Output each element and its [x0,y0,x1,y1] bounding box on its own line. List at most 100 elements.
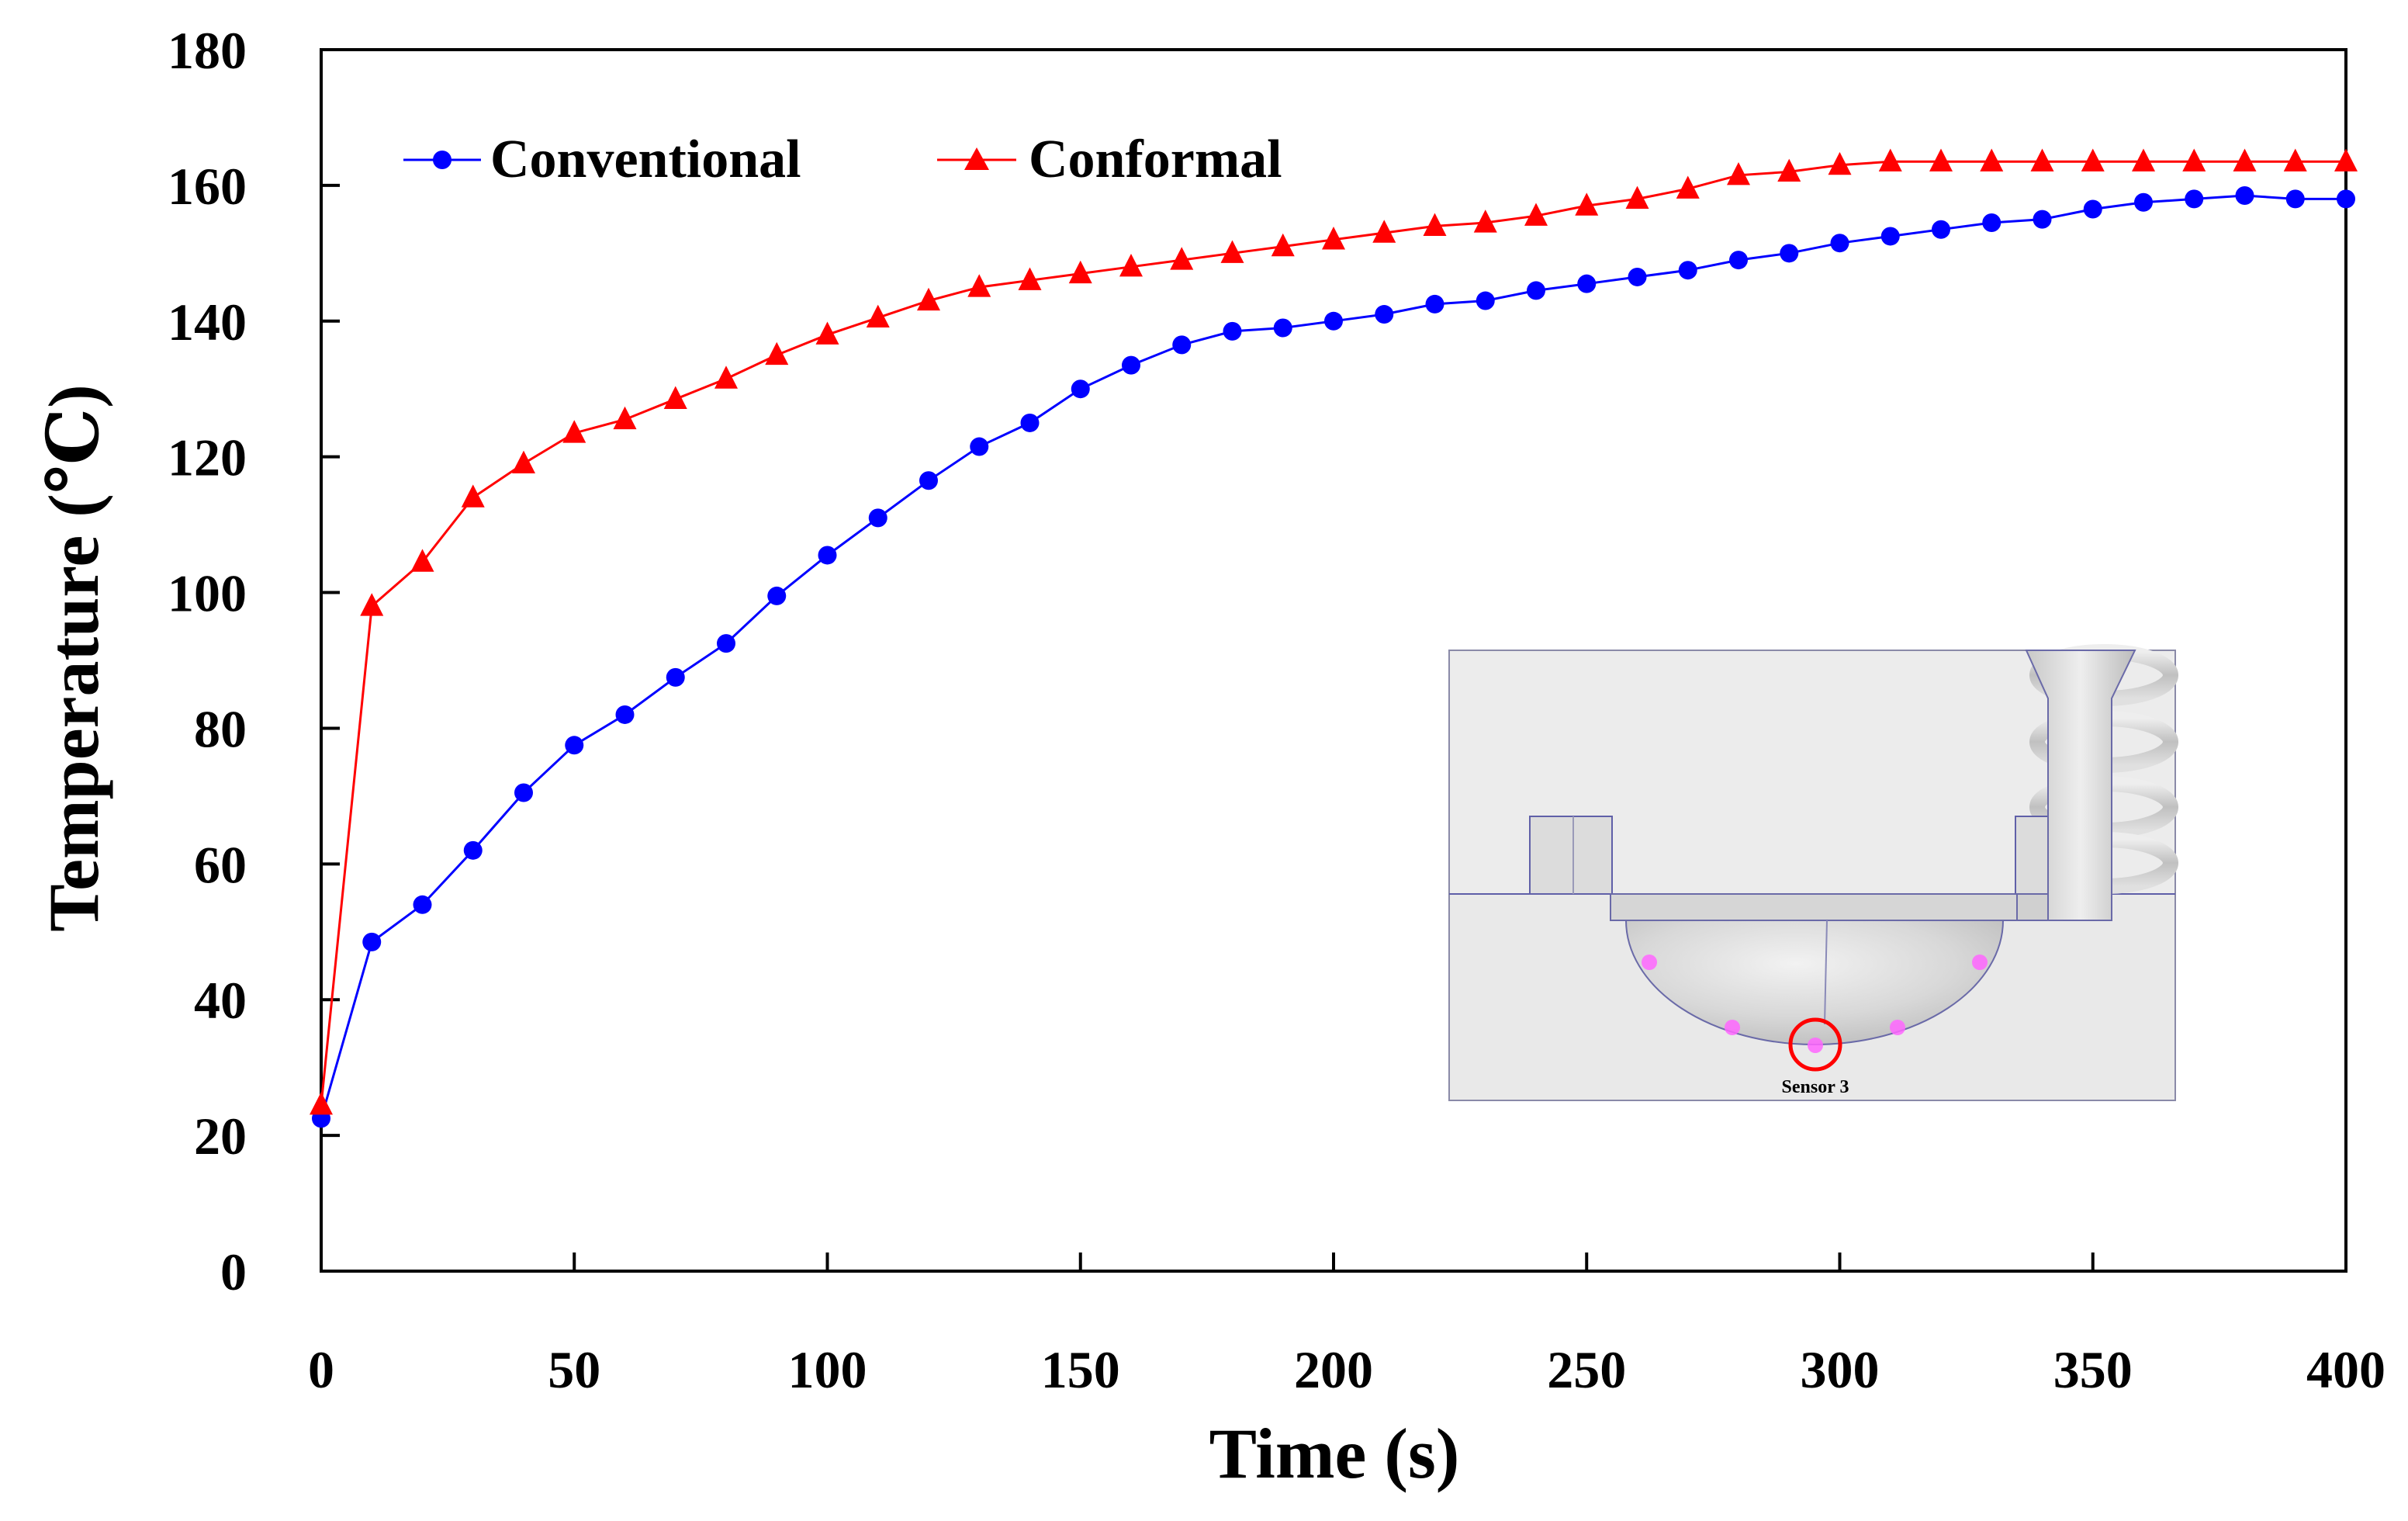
sensor-point-1 [1642,955,1657,970]
legend-marker-conventional [433,151,452,169]
data-point-conformal [562,420,586,443]
x-tick-label: 250 [1547,1340,1626,1399]
y-tick-label: 180 [168,21,247,80]
data-point-conventional [1071,379,1090,399]
x-tick-label: 400 [2306,1340,2386,1399]
sensor-point-2 [1725,1020,1740,1035]
x-tick-label: 300 [1801,1340,1880,1399]
data-point-conformal [1423,213,1447,236]
data-point-conformal [815,321,839,345]
data-point-conventional [2235,186,2254,206]
data-point-conventional [767,586,787,605]
data-point-conventional [1122,355,1140,375]
data-point-conformal [310,1091,333,1115]
data-point-conventional [1982,213,2001,232]
sensor-point-3 [1808,1038,1823,1053]
data-point-conventional [1324,311,1343,331]
inset-bowl-center-line [1824,920,1828,1025]
data-point-conventional [565,736,584,755]
y-tick-label: 160 [168,157,247,216]
data-point-conventional [868,508,887,528]
data-point-conventional [717,634,735,653]
y-axis-title: Temperature (℃) [34,384,113,932]
data-point-conventional [2033,210,2052,229]
legend-item-conventional: Conventional [403,130,801,189]
legend-label-conventional: Conventional [490,130,801,189]
y-tick-label: 60 [194,835,247,894]
data-point-conformal [2283,148,2307,172]
data-point-conformal [1271,233,1295,257]
data-point-conventional [1932,220,1950,239]
data-point-conformal [765,341,789,366]
data-point-conventional [2185,189,2204,209]
data-point-conventional [1273,318,1292,338]
sensor-point-5 [1972,955,1988,970]
data-point-conformal [512,450,535,474]
data-point-conventional [1729,251,1748,270]
y-tick-label: 120 [168,428,247,487]
data-point-conventional [1476,291,1495,310]
data-point-conventional [1678,261,1697,280]
data-point-conventional [362,932,382,951]
data-point-conformal [1828,151,1852,175]
data-point-conformal [1119,254,1143,277]
data-point-conventional [1527,281,1545,300]
data-point-conformal [1676,175,1700,199]
data-point-conventional [1375,305,1394,324]
x-tick-label: 350 [2053,1340,2133,1399]
x-tick-label: 100 [788,1340,867,1399]
legend-label-conformal: Conformal [1029,130,1282,189]
inset-mold-diagram: Sensor 3 [1448,644,2178,1101]
y-tick-label: 20 [194,1107,247,1166]
data-point-conventional [2083,199,2102,219]
data-point-conventional [2285,189,2305,209]
data-point-conventional [413,895,432,914]
inset-runner-plate-right [2016,893,2049,921]
data-point-conformal [2334,148,2358,172]
data-point-conformal [866,304,890,328]
data-point-conventional [1223,321,1242,341]
data-point-conventional [818,546,837,565]
data-point-conformal [1322,227,1345,250]
data-point-conformal [2030,148,2054,172]
data-point-conformal [1068,260,1092,284]
data-point-conventional [463,840,483,860]
data-point-conformal [1575,192,1599,216]
x-tick-label: 0 [308,1340,334,1399]
data-point-conformal [1929,148,1953,172]
data-point-conventional [1425,294,1444,314]
sensor-3-label: Sensor 3 [1782,1077,1849,1097]
series-conformal [310,148,2358,1115]
data-point-conformal [917,287,940,311]
x-tick-label: 150 [1041,1340,1120,1399]
data-point-conformal [1170,247,1194,270]
inset-runner-plate [1610,893,2018,921]
series-conventional [312,186,2355,1128]
data-point-conventional [1880,227,1900,246]
data-point-conventional [919,471,938,490]
y-tick-label: 40 [194,971,247,1030]
data-point-conformal [613,406,637,430]
x-axis-title: Time (s) [1209,1414,1460,1493]
data-point-conventional [2337,189,2355,209]
data-point-conventional [1830,234,1849,253]
data-point-conformal [1878,148,1902,172]
data-point-conventional [1020,413,1040,432]
x-tick-label: 50 [548,1340,600,1399]
x-tick-label: 200 [1294,1340,1373,1399]
sensor-point-4 [1890,1020,1905,1035]
y-tick-label: 100 [168,564,247,623]
data-point-conformal [2132,148,2155,172]
data-point-conventional [1780,244,1799,263]
data-point-conformal [461,484,485,508]
inset-sprue-pipe [2025,650,2136,921]
data-point-conformal [663,386,687,409]
x-axis-ticks: 0 50 100 150 200 250 300 350 400 [308,1252,2386,1399]
inset-left-block [1529,816,1613,895]
data-point-conformal [2182,148,2206,172]
data-point-conventional [1628,267,1647,286]
data-point-conformal [1777,158,1801,182]
data-point-conformal [714,366,738,389]
